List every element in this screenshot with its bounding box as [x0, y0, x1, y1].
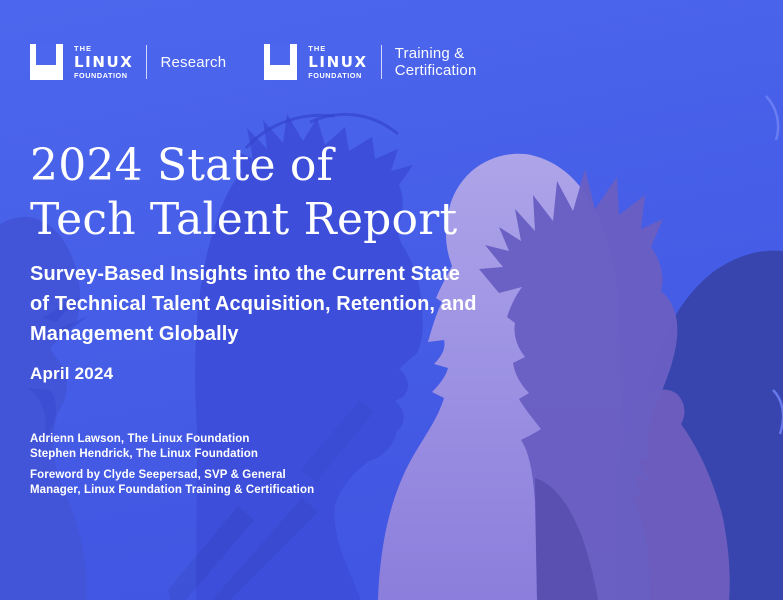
subtitle-line-1: Survey-Based Insights into the Current S… — [30, 263, 461, 285]
hair-strand-detail — [28, 388, 57, 442]
authors-block: Adrienn Lawson, The Linux Foundation Ste… — [30, 432, 314, 462]
silhouette-center-blue — [195, 112, 423, 600]
subtitle-line-2: of Technical Talent Acquisition, Retenti… — [30, 293, 477, 315]
logo-mark-inner-square — [36, 44, 56, 65]
logo-brand-text: THE LINUX FOUNDATION — [308, 45, 367, 79]
publication-date: April 2024 — [30, 364, 114, 383]
flyaway-hair — [244, 113, 335, 150]
report-title: 2024 State of Tech Talent Report — [30, 139, 457, 247]
subtitle-line-3: Management Globally — [30, 323, 239, 345]
author-line: Adrienn Lawson, The Linux Foundation — [30, 433, 250, 445]
flyaway-hair — [309, 112, 399, 136]
logo-the: THE — [308, 44, 327, 54]
hair-wisp — [765, 95, 780, 141]
silhouette-ponytail-woman — [479, 169, 678, 600]
logo-row: THE LINUX FOUNDATION Research THE LINUX … — [30, 44, 477, 80]
title-line-1: 2024 State of — [30, 140, 334, 191]
chevron-accent — [300, 400, 374, 482]
title-line-2: Tech Talent Report — [30, 194, 458, 245]
chevron-accent — [168, 506, 254, 600]
silhouette-left-faint — [0, 216, 88, 600]
author-line: Stephen Hendrick, The Linux Foundation — [30, 448, 259, 460]
credits: Adrienn Lawson, The Linux Foundation Ste… — [30, 432, 314, 498]
logo-linux: LINUX — [74, 52, 134, 71]
foreword-block: Foreword by Clyde Seepersad, SVP & Gener… — [30, 468, 314, 498]
logo-division-research: Research — [160, 53, 227, 71]
logo-brand-text: THE LINUX FOUNDATION — [74, 45, 133, 79]
eyelash-detail — [42, 296, 80, 322]
logo-divider — [380, 45, 382, 79]
foreword-line: Manager, Linux Foundation Training & Cer… — [30, 484, 315, 496]
logo-foundation: FOUNDATION — [74, 70, 128, 80]
logo-linux: LINUX — [308, 52, 368, 71]
logo-the: THE — [74, 44, 92, 54]
logo-divider — [146, 45, 148, 79]
linux-foundation-logo-mark — [30, 44, 63, 80]
chevron-accent — [212, 498, 318, 600]
logo-division-training: Training & Certification — [394, 45, 477, 79]
linux-foundation-logo-mark — [264, 44, 298, 80]
foreword-line: Foreword by Clyde Seepersad, SVP & Gener… — [30, 469, 286, 481]
linux-foundation-training-logo: THE LINUX FOUNDATION Training & Certific… — [264, 44, 476, 80]
report-subtitle: Survey-Based Insights into the Current S… — [30, 259, 477, 349]
logo-mark-inner-square — [270, 44, 291, 65]
linux-foundation-research-logo: THE LINUX FOUNDATION Research — [30, 44, 226, 80]
neck-shadow — [535, 478, 598, 600]
eyelash-detail — [46, 316, 88, 338]
logo-foundation: FOUNDATION — [308, 70, 362, 80]
